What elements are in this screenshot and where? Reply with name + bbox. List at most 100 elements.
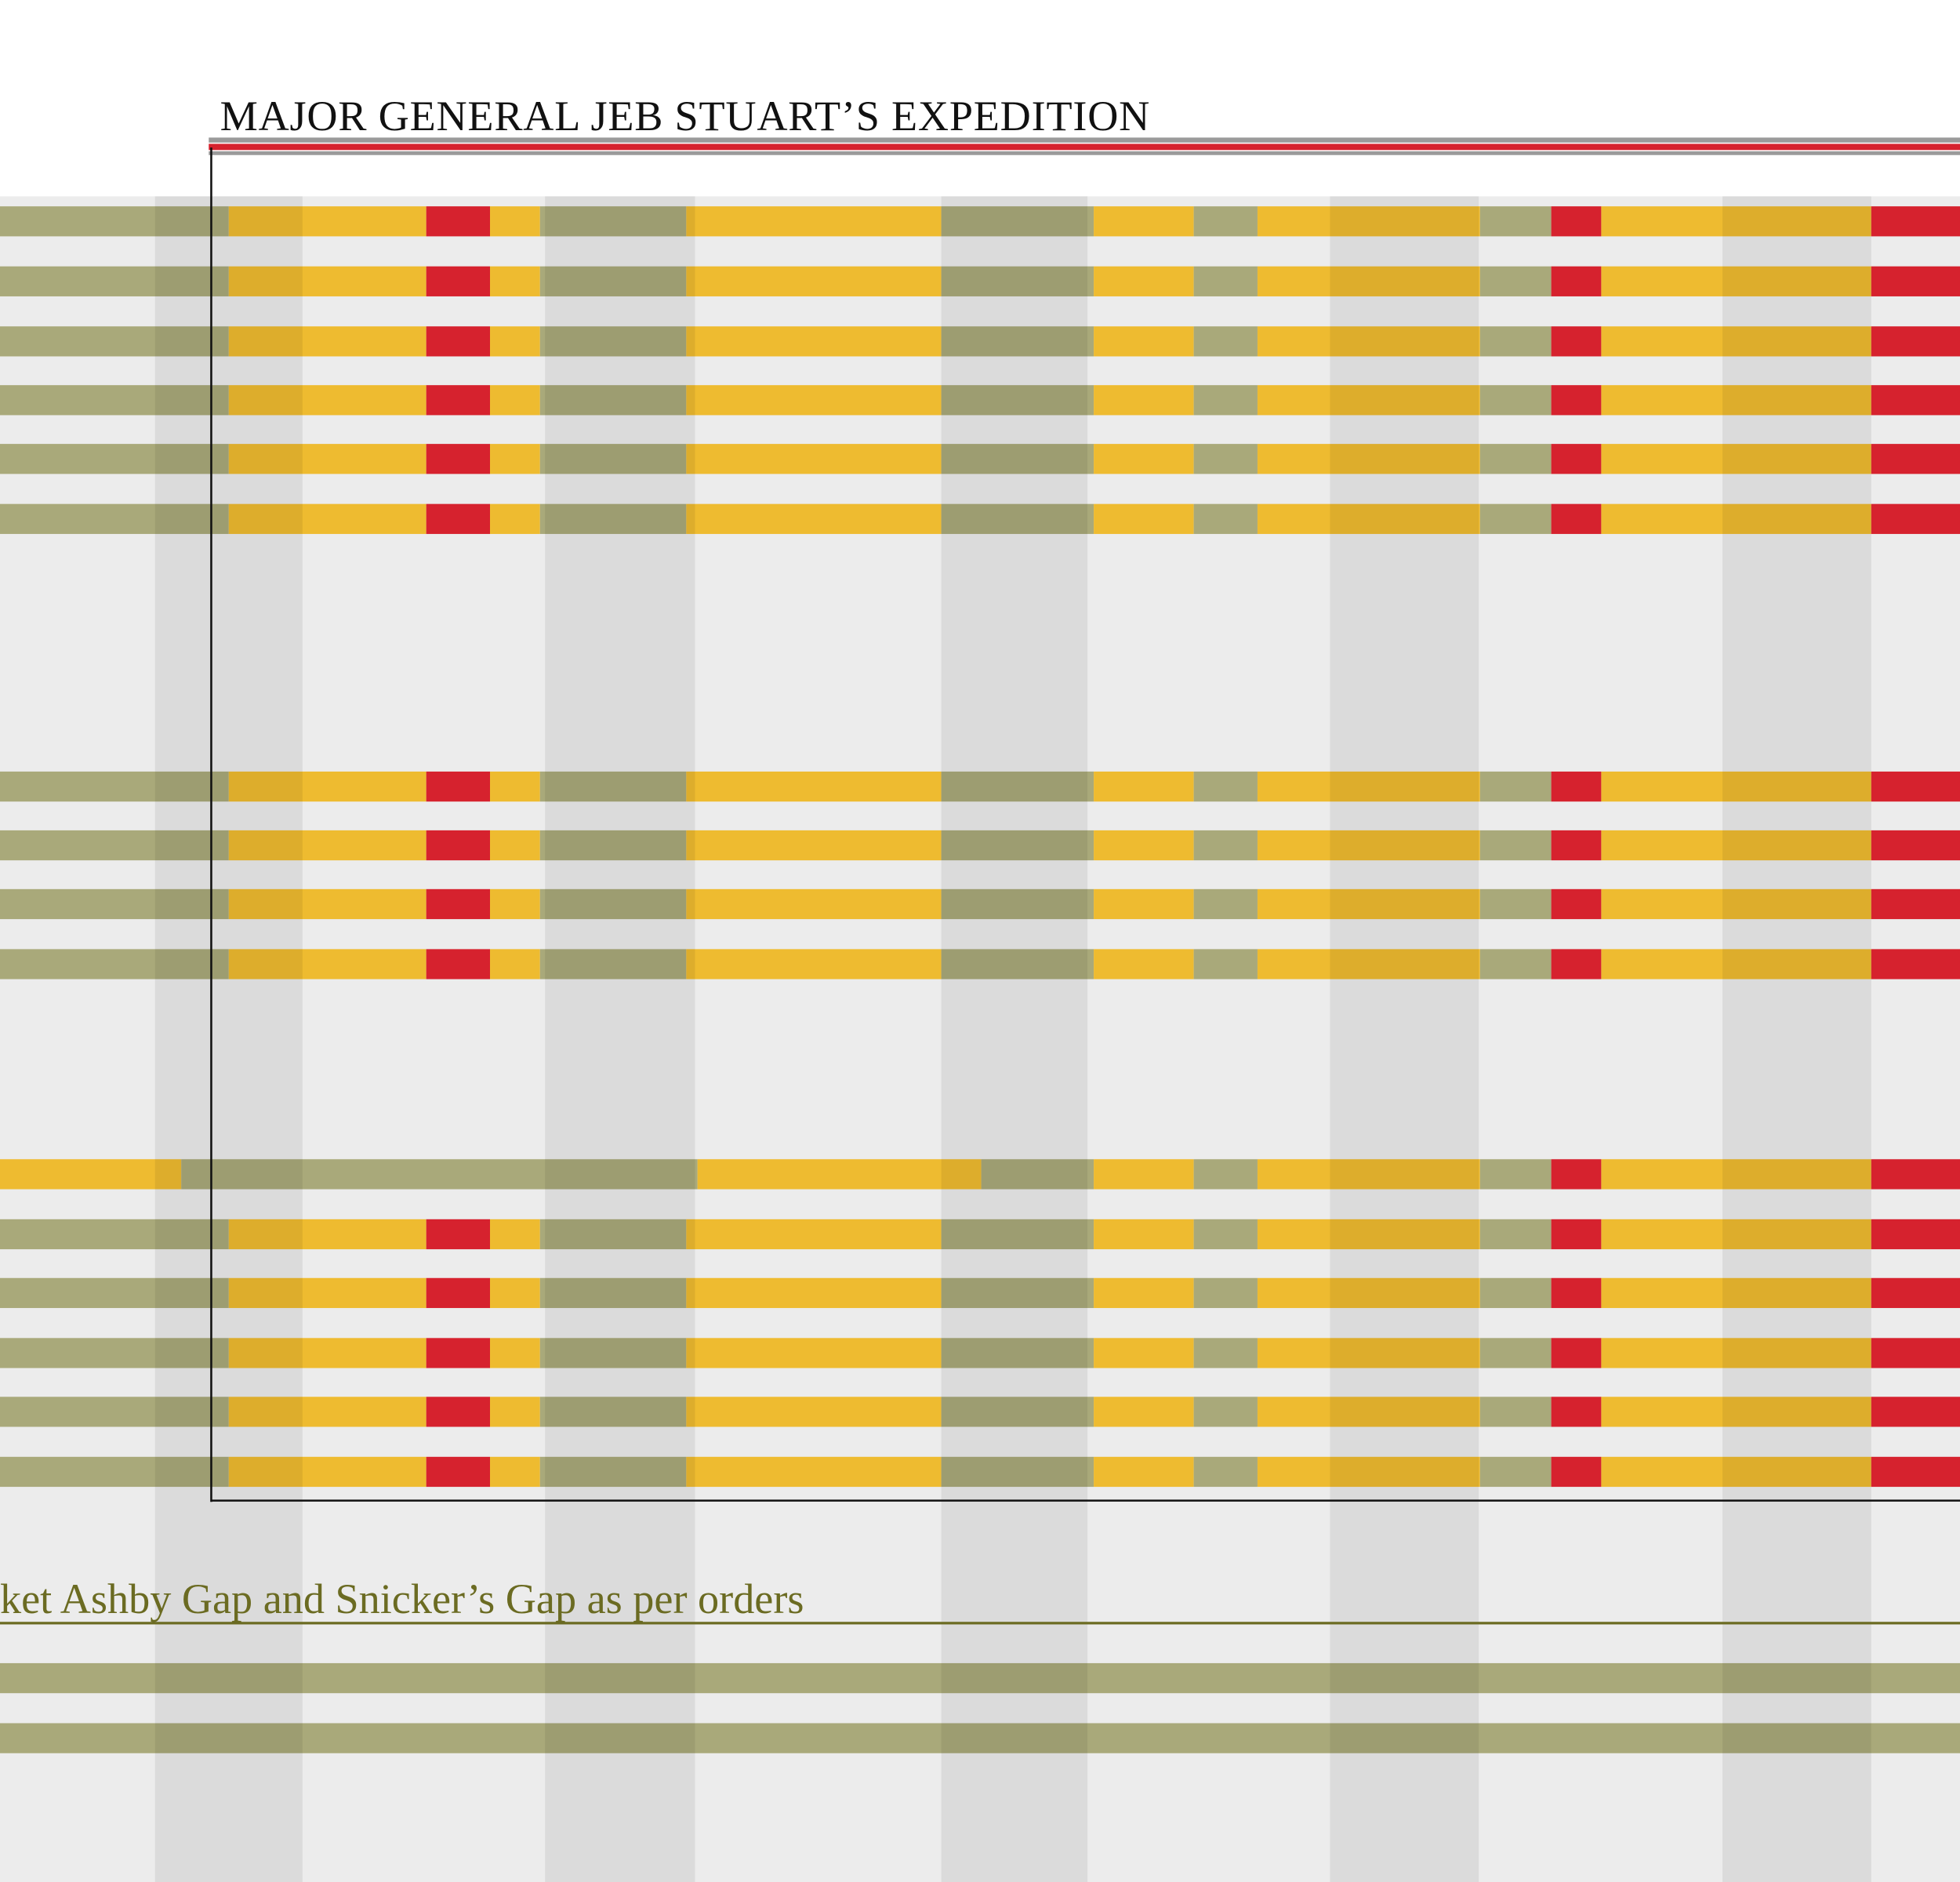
stripe: [228, 385, 426, 416]
stripe: [1479, 385, 1552, 416]
stripe: [0, 206, 229, 237]
stripe: [1479, 444, 1552, 474]
stripe: [426, 206, 490, 237]
stripe: [1094, 326, 1194, 357]
stripe: [1601, 1219, 1871, 1250]
stripe: [539, 1219, 687, 1250]
stripe: [1551, 771, 1602, 802]
stripe: [426, 1397, 490, 1427]
stripe: [0, 503, 229, 534]
stripe: [1094, 771, 1194, 802]
stripe: [539, 1338, 687, 1368]
stripe: [539, 771, 687, 802]
stripe: [1551, 1338, 1602, 1368]
stripe: [426, 503, 490, 534]
stripe: [228, 1219, 426, 1250]
stripe: [941, 206, 1094, 237]
stripe: [0, 1219, 229, 1250]
stripe: [490, 771, 540, 802]
stripe: [1871, 830, 1960, 861]
title-rule: [209, 151, 1960, 155]
stripe: [1094, 1277, 1194, 1309]
stripe: [941, 771, 1094, 802]
stripe: [1193, 1456, 1258, 1488]
stripe: [1479, 326, 1552, 357]
stripe: [1479, 830, 1552, 861]
title: MAJOR GENERAL JEB STUART’S EXPEDITION: [220, 93, 1150, 140]
stripe: [1601, 1397, 1871, 1427]
stripe: [1193, 830, 1258, 861]
stripe: [1257, 1338, 1480, 1368]
column-band: [154, 196, 303, 1882]
stripe: [1551, 326, 1602, 357]
stripe: [686, 830, 942, 861]
stripe: [1871, 1159, 1960, 1190]
stripe: [941, 1219, 1094, 1250]
stripe: [941, 888, 1094, 920]
stripe: [686, 771, 942, 802]
stripe: [1193, 206, 1258, 237]
title-rule: [209, 137, 1960, 143]
stripe: [1257, 771, 1480, 802]
stripe: [1871, 444, 1960, 474]
stripe: [1871, 949, 1960, 979]
stripe: [941, 1277, 1094, 1309]
stripe: [941, 444, 1094, 474]
stripe: [1094, 1219, 1194, 1250]
stripe: [1551, 385, 1602, 416]
stripe: [1479, 1219, 1552, 1250]
stripe: [1871, 1277, 1960, 1309]
stripe: [1601, 1338, 1871, 1368]
stripe: [1479, 1338, 1552, 1368]
stripe: [0, 1456, 229, 1488]
stripe: [490, 888, 540, 920]
stripe: [1601, 206, 1871, 237]
stripe: [1551, 444, 1602, 474]
stripe: [490, 1456, 540, 1488]
stripe: [1601, 503, 1871, 534]
stripe: [490, 830, 540, 861]
stripe: [426, 888, 490, 920]
stripe: [426, 385, 490, 416]
stripe: [1479, 888, 1552, 920]
stripe: [1094, 385, 1194, 416]
stripe: [981, 1159, 1094, 1190]
stripe: [539, 206, 687, 237]
stripe: [1257, 206, 1480, 237]
stripe: [426, 444, 490, 474]
stripe: [539, 503, 687, 534]
stripe: [1551, 949, 1602, 979]
stripe: [490, 1219, 540, 1250]
stripe: [539, 830, 687, 861]
stripe: [228, 830, 426, 861]
stripe: [1257, 830, 1480, 861]
stripe: [1871, 1456, 1960, 1488]
stripe: [228, 1456, 426, 1488]
stripe: [0, 888, 229, 920]
stripe: [1871, 326, 1960, 357]
stripe: [697, 1159, 982, 1190]
stripe: [0, 444, 229, 474]
stripe: [490, 266, 540, 296]
stripe: [0, 385, 229, 416]
stripe: [1094, 1456, 1194, 1488]
stripe: [490, 1277, 540, 1309]
stripe: [1551, 1219, 1602, 1250]
stripe: [1257, 1397, 1480, 1427]
stripe: [1193, 949, 1258, 979]
stripe: [1479, 771, 1552, 802]
stripe: [1551, 888, 1602, 920]
stripe: [490, 385, 540, 416]
stripe: [426, 771, 490, 802]
stripe: [1871, 385, 1960, 416]
stripe: [228, 1397, 426, 1427]
stripe: [539, 326, 687, 357]
stripe: [1257, 1159, 1480, 1190]
stripe: [686, 1277, 942, 1309]
stripe: [426, 1338, 490, 1368]
stripe: [686, 1219, 942, 1250]
stripe: [426, 949, 490, 979]
stripe: [0, 1338, 229, 1368]
